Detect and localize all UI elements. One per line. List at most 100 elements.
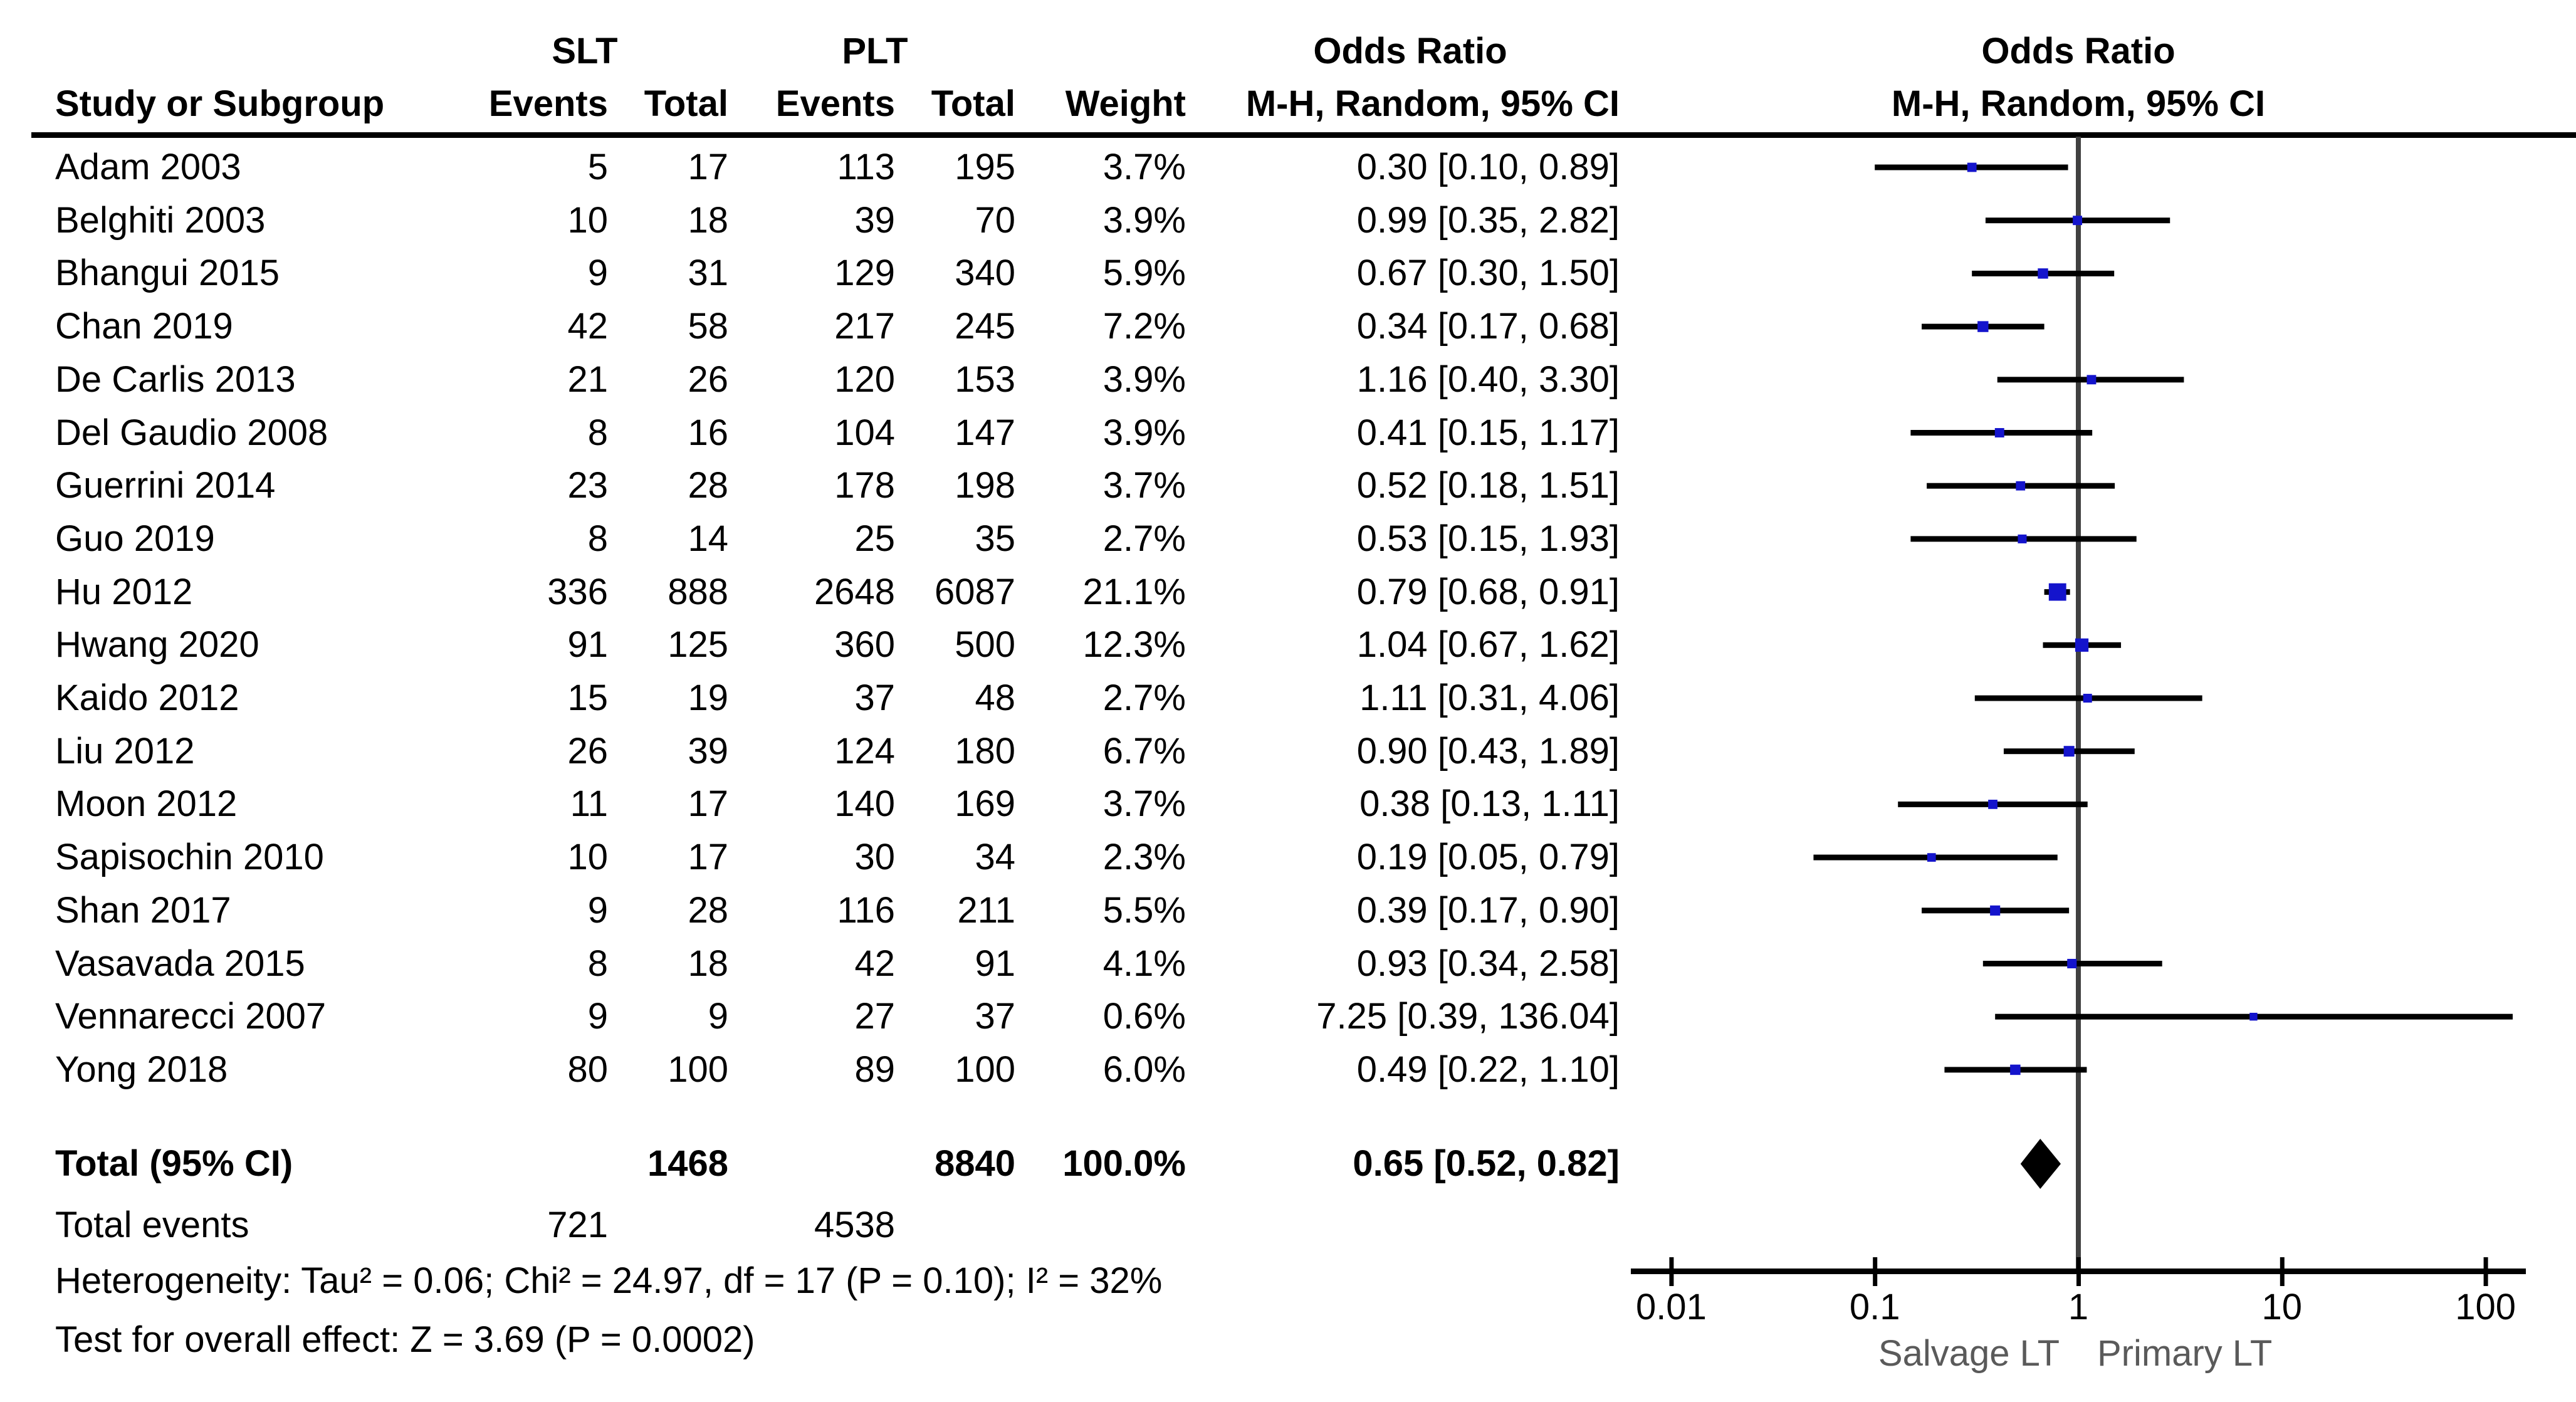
plt-events-value: 178 <box>834 465 895 506</box>
weight-value: 3.7% <box>1102 147 1186 187</box>
axis-tick <box>1669 1257 1674 1286</box>
or-marker <box>1967 162 1977 172</box>
or-marker <box>2048 583 2066 601</box>
axis-tick <box>2076 1257 2081 1286</box>
weight-value: 2.3% <box>1102 837 1186 878</box>
axis-tick <box>2483 1257 2488 1286</box>
or-ci-value: 0.53 [0.15, 1.93] <box>1356 518 1620 559</box>
weight-value: 3.9% <box>1102 199 1186 241</box>
plt-total-value: 6087 <box>934 571 1015 612</box>
plt-total-value: 245 <box>955 306 1015 347</box>
weight-value: 3.9% <box>1102 358 1186 400</box>
study-name: Kaido 2012 <box>55 677 239 718</box>
weight-value: 4.1% <box>1102 943 1186 984</box>
axis-tick-label: 10 <box>2261 1287 2303 1327</box>
axis-tick-label: 0.1 <box>1849 1287 1900 1327</box>
slt-total-value: 9 <box>708 996 728 1037</box>
plot-title: Odds Ratio <box>1981 31 2175 71</box>
plt-total-value: 198 <box>955 465 1015 506</box>
weight-value: 3.7% <box>1102 783 1186 825</box>
slt-total-header: Total <box>644 83 728 124</box>
plt-events-value: 140 <box>834 783 895 825</box>
slt-events-value: 23 <box>567 465 608 506</box>
or-marker <box>1990 905 2001 916</box>
study-name: Bhangui 2015 <box>55 253 280 294</box>
weight-value: 5.9% <box>1102 253 1186 294</box>
or-marker <box>1994 428 2004 437</box>
total-events-plt: 4538 <box>814 1205 895 1245</box>
plt-events-value: 2648 <box>814 571 895 612</box>
or-ci-value: 0.39 [0.17, 0.90] <box>1356 889 1620 931</box>
or-marker <box>2063 746 2075 757</box>
axis-tick <box>1873 1257 1878 1286</box>
slt-events-value: 11 <box>570 783 608 825</box>
or-ci-value: 0.52 [0.18, 1.51] <box>1356 465 1620 506</box>
slt-total-value: 18 <box>688 199 728 241</box>
group-header-slt: SLT <box>552 31 618 71</box>
weight-value: 6.7% <box>1102 730 1186 772</box>
or-ci-value: 0.49 [0.22, 1.10] <box>1356 1049 1620 1090</box>
or-ci-value: 0.79 [0.68, 0.91] <box>1356 571 1620 612</box>
or-ci-value: 0.67 [0.30, 1.50] <box>1356 253 1620 294</box>
total-slt-total: 1468 <box>647 1143 728 1184</box>
weight-header: Weight <box>1065 83 1186 124</box>
axis-tick-label: 1 <box>2068 1287 2089 1327</box>
slt-total-value: 888 <box>668 571 728 612</box>
or-marker <box>2075 638 2089 652</box>
plt-total-header: Total <box>931 83 1015 124</box>
slt-total-value: 100 <box>668 1049 728 1090</box>
slt-total-value: 58 <box>688 306 728 347</box>
slt-total-value: 28 <box>688 889 728 931</box>
or-ci-value: 0.19 [0.05, 0.79] <box>1356 837 1620 878</box>
weight-value: 2.7% <box>1102 677 1186 718</box>
study-name: Shan 2017 <box>55 889 231 931</box>
slt-events-value: 10 <box>567 199 608 241</box>
plt-total-value: 100 <box>955 1049 1015 1090</box>
or-marker <box>2086 375 2097 385</box>
plt-events-value: 30 <box>854 837 895 878</box>
slt-total-value: 18 <box>688 943 728 984</box>
plt-events-value: 104 <box>834 412 895 453</box>
plt-total-value: 340 <box>955 253 1015 294</box>
plt-total-value: 169 <box>955 783 1015 825</box>
or-marker <box>2016 481 2026 491</box>
study-column-header: Study or Subgroup <box>55 83 385 124</box>
slt-total-value: 16 <box>688 412 728 453</box>
plt-total-value: 91 <box>975 943 1015 984</box>
plt-events-value: 360 <box>834 624 895 666</box>
slt-events-value: 15 <box>567 677 608 718</box>
slt-events-value: 9 <box>587 889 608 931</box>
or-marker <box>1988 800 1997 809</box>
or-ci-value: 1.04 [0.67, 1.62] <box>1356 624 1620 666</box>
plt-events-value: 113 <box>837 147 895 187</box>
plt-events-value: 116 <box>837 889 895 931</box>
or-marker <box>2038 268 2048 279</box>
plot-method-header: M-H, Random, 95% CI <box>1891 83 2266 124</box>
plt-total-value: 180 <box>955 730 1015 772</box>
plt-total-value: 147 <box>955 412 1015 453</box>
slt-total-value: 19 <box>688 677 728 718</box>
plt-total-value: 153 <box>955 358 1015 400</box>
favors-right-label: Primary LT <box>2097 1333 2273 1374</box>
slt-total-value: 17 <box>688 837 728 878</box>
weight-value: 5.5% <box>1102 889 1186 931</box>
axis-tick-label: 0.01 <box>1635 1287 1707 1327</box>
plt-events-value: 124 <box>834 730 895 772</box>
total-or-ci: 0.65 [0.52, 0.82] <box>1353 1143 1620 1184</box>
slt-events-value: 9 <box>587 253 608 294</box>
or-column-title: Odds Ratio <box>1313 31 1507 71</box>
heterogeneity-text: Heterogeneity: Tau² = 0.06; Chi² = 24.97… <box>55 1260 1163 1301</box>
header-rule <box>31 132 2576 138</box>
study-name: Yong 2018 <box>55 1049 228 1090</box>
slt-events-value: 9 <box>587 996 608 1037</box>
study-name: Hu 2012 <box>55 571 193 612</box>
summary-diamond <box>2020 1139 2061 1189</box>
slt-events-value: 26 <box>567 730 608 772</box>
plt-events-value: 129 <box>834 253 895 294</box>
plt-total-value: 48 <box>975 677 1015 718</box>
slt-events-value: 10 <box>567 837 608 878</box>
weight-value: 2.7% <box>1102 518 1186 559</box>
study-name: Chan 2019 <box>55 306 233 347</box>
